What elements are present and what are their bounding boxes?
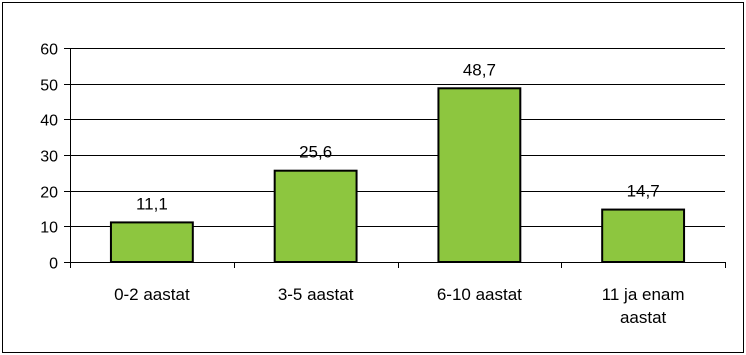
category-labels: 0-2 aastat 3-5 aastat 6-10 aastat 11 ja ena… — [114, 285, 684, 327]
y-tick-label: 50 — [40, 78, 58, 95]
y-tick-label: 20 — [40, 185, 58, 202]
y-tick-labels: 0 10 20 30 40 50 60 — [40, 42, 58, 273]
x-tick-label: 0-2 aastat — [114, 285, 190, 304]
data-label: 14,7 — [627, 182, 660, 201]
y-tick-label: 30 — [40, 149, 58, 166]
x-tick-label: 3-5 aastat — [278, 285, 354, 304]
y-tick-label: 10 — [40, 220, 58, 237]
bars — [109, 87, 686, 264]
y-tick-label: 0 — [49, 256, 58, 273]
data-label: 11,1 — [136, 194, 168, 213]
x-tick-label: 11 ja enam aastat — [602, 285, 685, 327]
bar — [109, 221, 194, 264]
data-label: 48,7 — [463, 60, 496, 79]
axes — [64, 48, 726, 268]
bar — [601, 208, 686, 264]
bar — [437, 87, 522, 264]
data-labels: 11,1 25,6 48,7 14,7 — [136, 60, 660, 213]
data-label: 25,6 — [299, 143, 332, 162]
bar — [273, 169, 358, 263]
y-tick-label: 40 — [40, 113, 58, 130]
x-tick-label: 6-10 aastat — [437, 285, 522, 304]
y-tick-label: 60 — [40, 42, 58, 59]
